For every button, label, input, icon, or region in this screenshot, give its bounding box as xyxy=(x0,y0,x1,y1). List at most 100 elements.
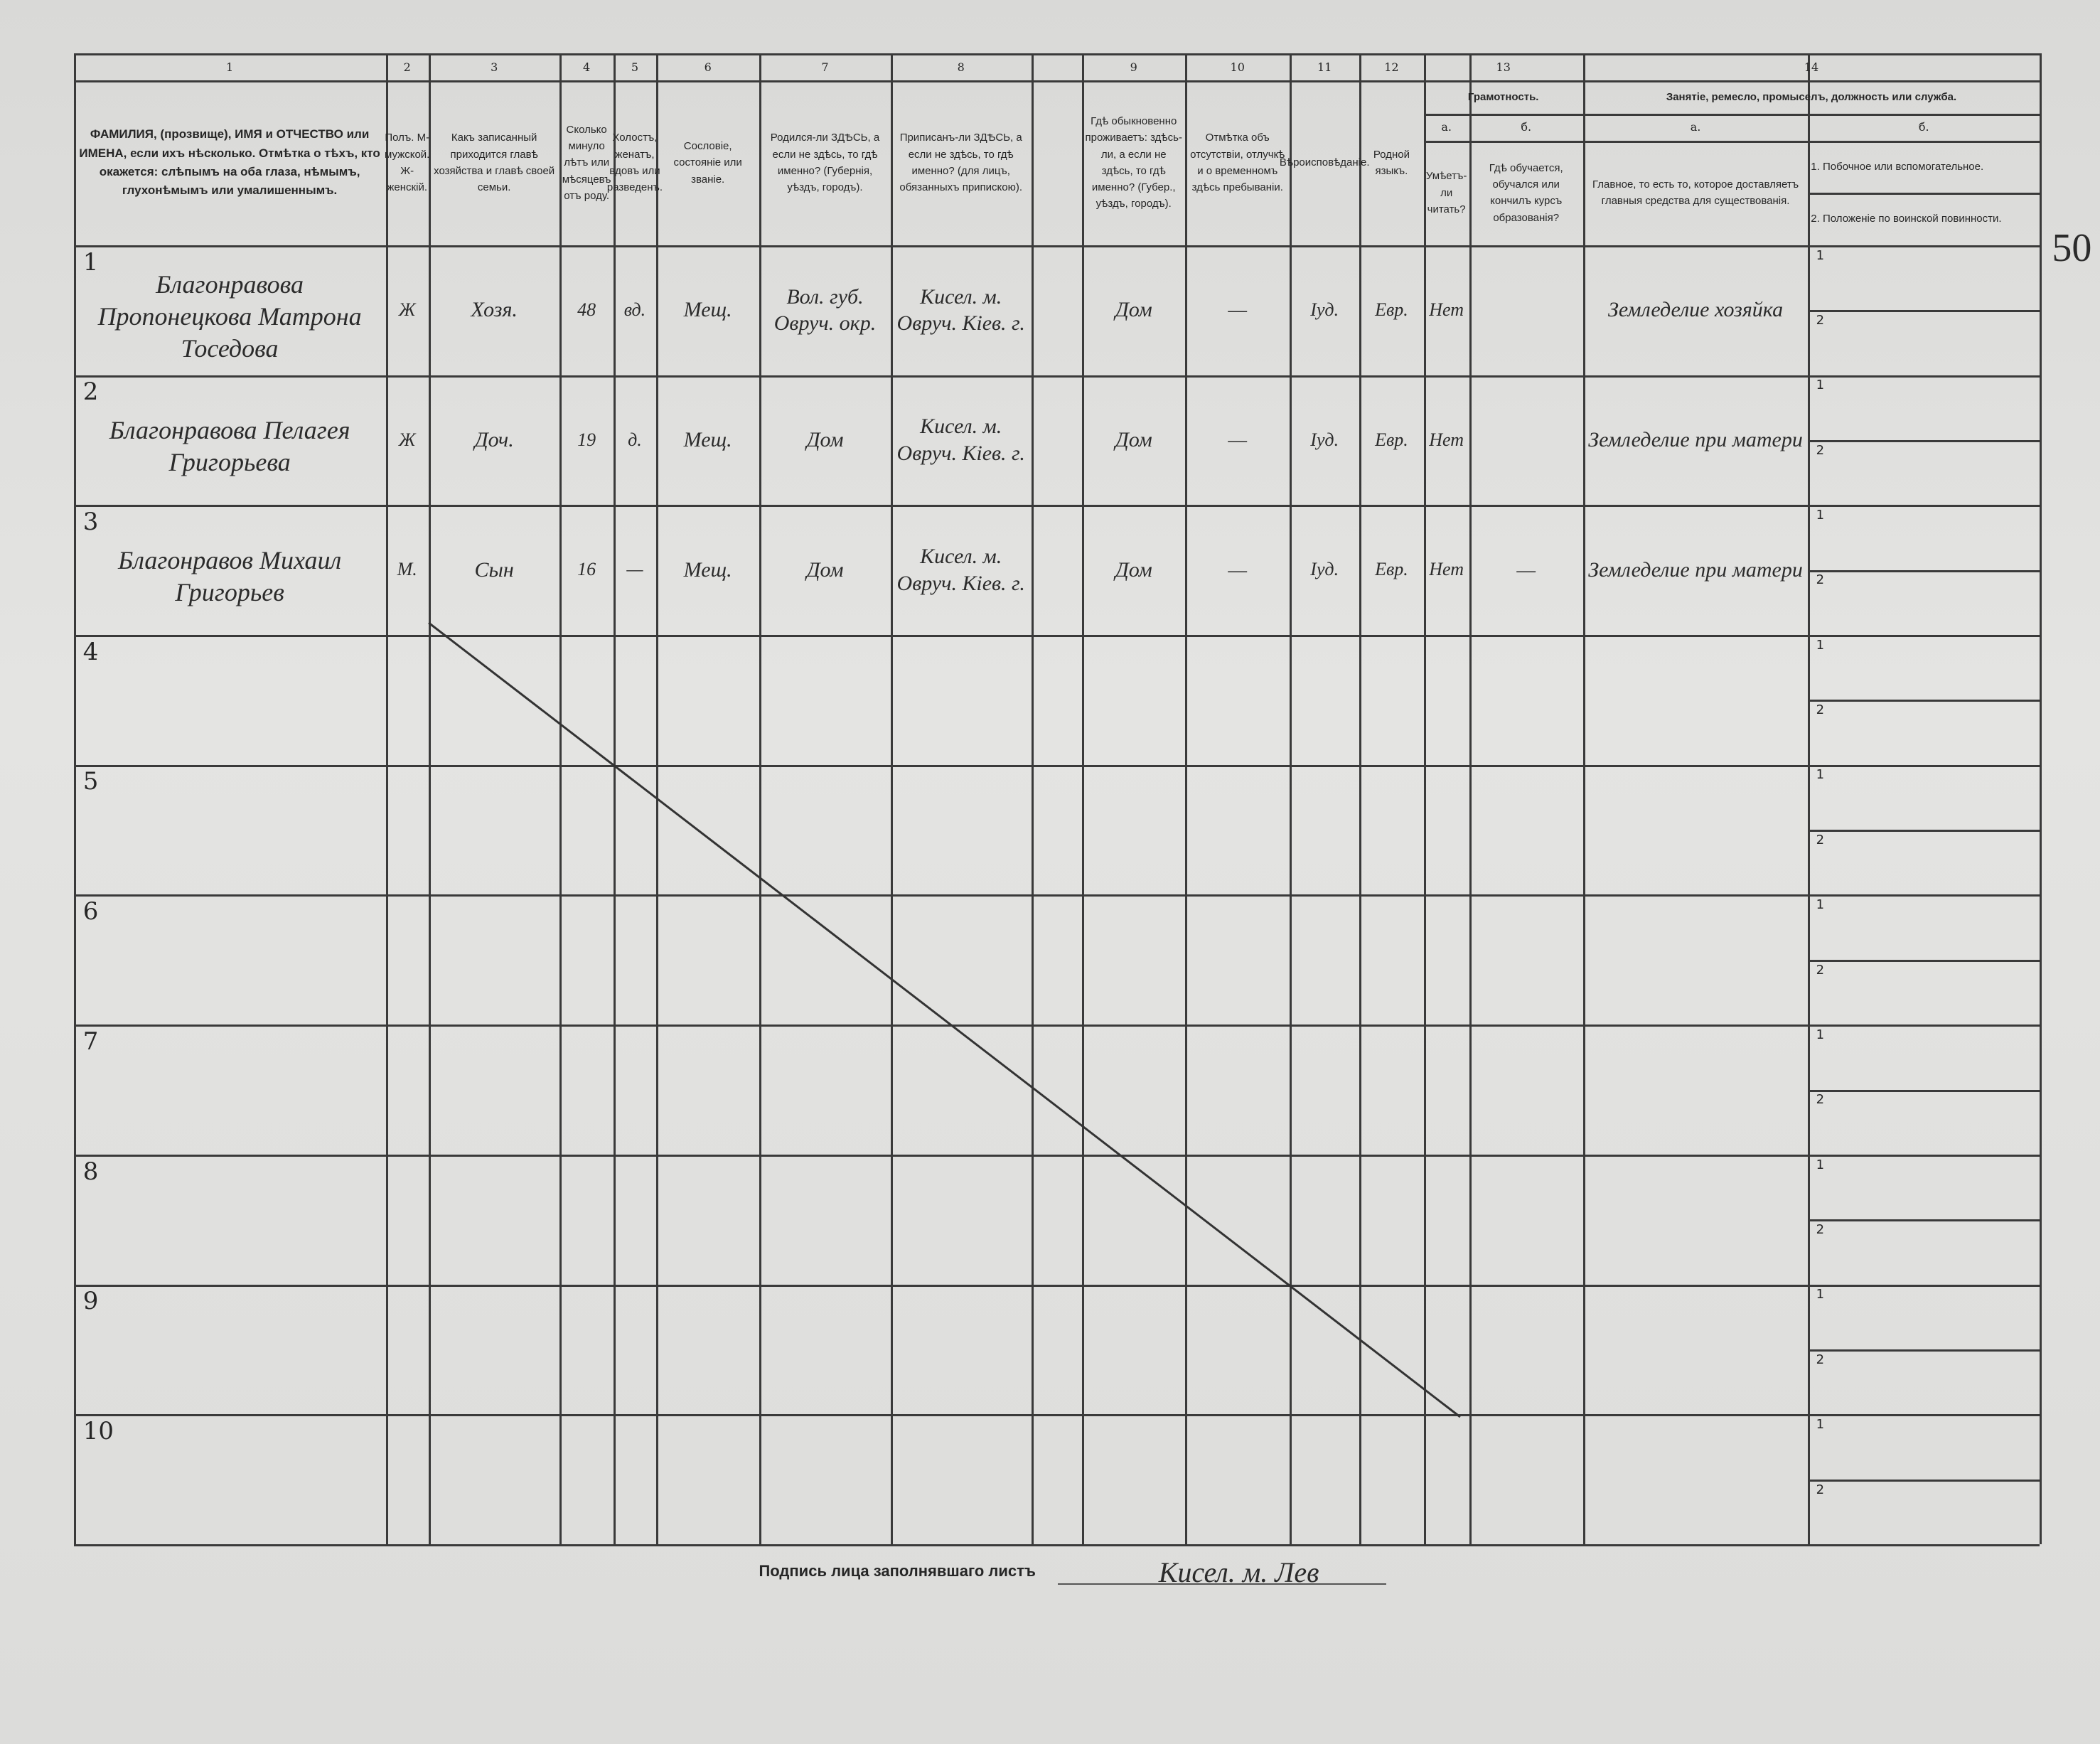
column-header: Гдѣ обыкновенно проживаетъ: здѣсь-ли, а … xyxy=(1085,115,1182,210)
rule xyxy=(73,375,2040,378)
sub-letter: а. xyxy=(1441,120,1452,134)
cell-entry: д. xyxy=(628,429,642,450)
column-number: 14 xyxy=(1804,60,1819,74)
column-header: Грамотность. xyxy=(1467,90,1539,103)
column-number: 10 xyxy=(1230,60,1245,74)
column-number: 6 xyxy=(704,60,712,74)
rule xyxy=(1808,959,2040,962)
cell-entry: Дом xyxy=(1115,298,1152,322)
column-number: 13 xyxy=(1496,60,1511,74)
cell-entry: Сын xyxy=(474,557,514,582)
row-number: 2 xyxy=(82,378,99,407)
rule xyxy=(73,1025,2040,1027)
rule xyxy=(1808,193,2040,196)
rule xyxy=(1582,53,1585,1545)
row-number: 10 xyxy=(82,1417,114,1446)
subrow-number: 2 xyxy=(1816,572,1825,588)
cell-name: Благонравов Михаил Григорьев xyxy=(117,546,342,607)
rule xyxy=(1808,53,1811,1545)
rule xyxy=(1808,1219,2040,1222)
row-number: 7 xyxy=(82,1027,99,1056)
cell-entry: Мещ. xyxy=(683,557,732,582)
row-number: 3 xyxy=(82,508,99,536)
rule xyxy=(1359,53,1362,1545)
cell-entry: Хозя. xyxy=(471,298,518,322)
sub-letter: б. xyxy=(1918,120,1929,134)
cell-entry: Дом xyxy=(1115,557,1152,582)
margin-note: 50 xyxy=(2052,225,2092,270)
column-header: Приписанъ-ли ЗДѢСЬ, а если не здѣсь, то … xyxy=(899,132,1023,194)
subrow-number: 1 xyxy=(1816,1027,1825,1042)
column-header: Родной языкъ. xyxy=(1373,148,1410,177)
signature-value: Кисел. м. Лев xyxy=(1158,1556,1319,1588)
cell-entry: Iуд. xyxy=(1310,559,1339,580)
rule xyxy=(1808,1349,2040,1352)
rule xyxy=(73,1154,2040,1157)
column-header: Какъ записанный приходится главѣ хозяйст… xyxy=(434,132,555,194)
subrow-number: 1 xyxy=(1816,378,1825,393)
subrow-number: 2 xyxy=(1816,442,1825,458)
subrow-number: 2 xyxy=(1816,962,1825,978)
cell-entry: Кисел. м. Овруч. Кiев. г. xyxy=(896,284,1025,336)
rule xyxy=(1808,569,2040,572)
cell-name: Благонравова Пропонецкова Матрона Тоседо… xyxy=(97,270,362,363)
cell-entry: Мещ. xyxy=(683,428,732,452)
cell-entry: Ж xyxy=(398,429,416,450)
cell-entry: Нет xyxy=(1429,299,1464,320)
rule xyxy=(73,764,2040,767)
row-number: 6 xyxy=(82,897,99,926)
column-header: Родился-ли ЗДѢСЬ, а если не здѣсь, то гд… xyxy=(770,132,880,194)
subrow-number: 2 xyxy=(1816,312,1825,328)
cell-entry: вд. xyxy=(623,299,646,320)
cell-entry: — xyxy=(1228,557,1248,582)
cell-entry: 48 xyxy=(577,299,596,320)
cell-entry: Евр. xyxy=(1375,299,1408,320)
rule xyxy=(1808,140,2040,143)
subrow-number: 1 xyxy=(1816,767,1825,783)
cell-entry: Iуд. xyxy=(1310,429,1339,450)
cell-name: Благонравова Пелагея Григорьева xyxy=(109,416,350,477)
cell-entry: Дом xyxy=(1115,428,1152,452)
cell-entry: — xyxy=(626,559,643,580)
subrow-number: 2 xyxy=(1816,702,1825,718)
column-number: 4 xyxy=(583,60,591,74)
cell-entry: — xyxy=(1228,428,1248,452)
column-number: 12 xyxy=(1384,60,1399,74)
column-number: 11 xyxy=(1317,60,1332,74)
diagonal-strike xyxy=(428,621,1461,1418)
subrow-number: 1 xyxy=(1816,508,1825,523)
cell-entry: Земледелие при матери xyxy=(1588,557,1803,582)
subrow-number: 1 xyxy=(1816,1157,1825,1172)
cell-entry: Нет xyxy=(1429,559,1464,580)
cell-entry: Мещ. xyxy=(683,298,732,322)
rule xyxy=(1290,53,1292,1545)
rule xyxy=(73,1544,2040,1547)
rule xyxy=(613,53,616,1545)
rule xyxy=(1423,114,1583,117)
cell-entry: — xyxy=(1228,298,1248,322)
rule xyxy=(1808,310,2040,313)
row-number: 1 xyxy=(82,247,99,277)
column-number: 8 xyxy=(957,60,965,74)
rule xyxy=(1185,53,1188,1545)
column-header: Сколько минуло лѣтъ или мѣсяцевъ отъ род… xyxy=(562,123,611,202)
subrow-number: 2 xyxy=(1816,1482,1825,1497)
rule xyxy=(385,53,388,1545)
cell-entry: Вол. губ. Овруч. окр. xyxy=(773,284,877,336)
rule xyxy=(73,1284,2040,1287)
cell-entry: — xyxy=(1516,557,1536,582)
rule xyxy=(1808,1089,2040,1092)
rule xyxy=(890,53,893,1545)
cell-entry: 16 xyxy=(577,559,596,580)
column-header: Полъ. М-мужской. Ж-женскiй. xyxy=(385,132,430,194)
column-header: ФАМИЛИЯ, (прозвище), ИМЯ и ОТЧЕСТВО или … xyxy=(79,127,380,198)
rule xyxy=(1469,140,1583,143)
rule xyxy=(428,53,431,1545)
rule xyxy=(73,1414,2040,1417)
cell-entry: Земледелие хозяйка xyxy=(1608,298,1784,322)
column-number: 7 xyxy=(821,60,829,74)
subrow-number: 2 xyxy=(1816,1352,1825,1367)
